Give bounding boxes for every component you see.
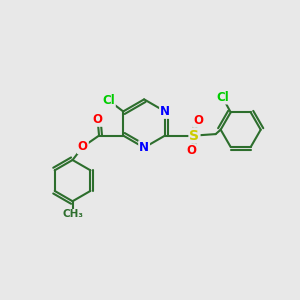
Text: O: O	[78, 140, 88, 153]
Text: Cl: Cl	[216, 91, 229, 103]
Text: O: O	[186, 144, 196, 158]
Text: CH₃: CH₃	[62, 209, 83, 220]
Text: N: N	[139, 141, 149, 154]
Text: N: N	[160, 105, 170, 118]
Text: Cl: Cl	[102, 94, 115, 107]
Text: O: O	[193, 114, 203, 127]
Text: S: S	[190, 129, 200, 142]
Text: O: O	[93, 113, 103, 126]
